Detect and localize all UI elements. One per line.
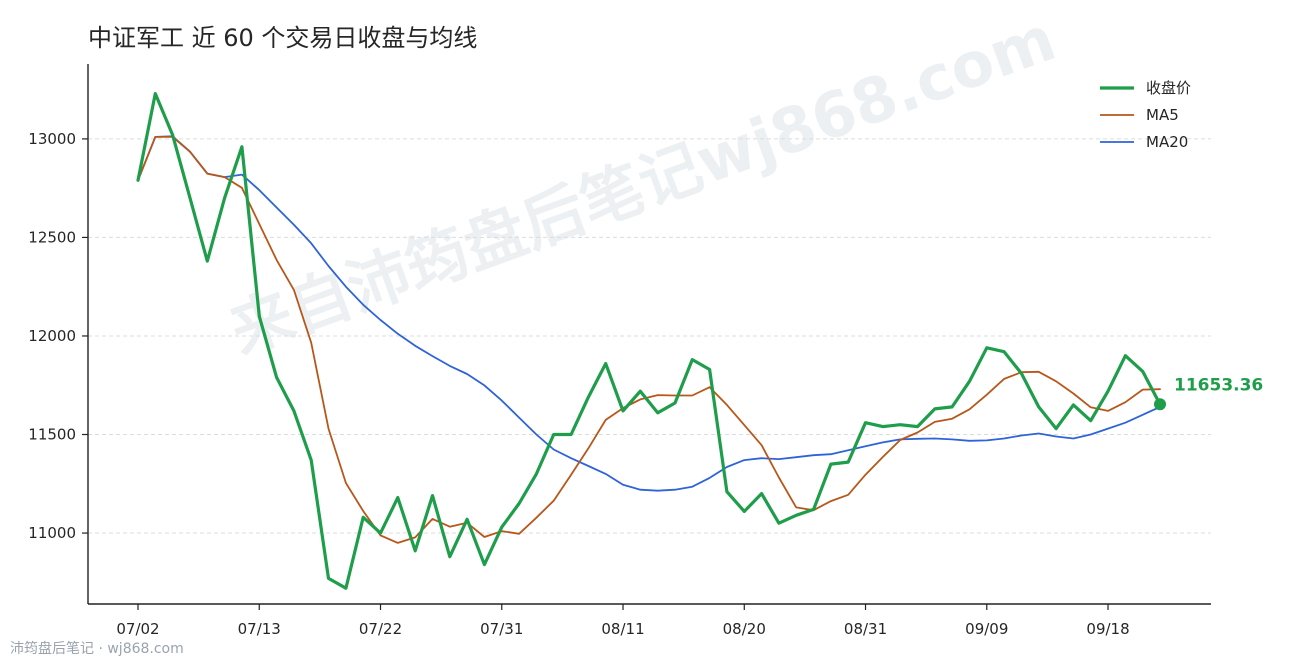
x-tick-label: 08/11	[601, 620, 644, 638]
y-tick-label: 11500	[28, 426, 76, 444]
series-line-0	[136, 91, 1162, 590]
x-tick-label: 08/20	[723, 620, 766, 638]
chart-title: 中证军工 近 60 个交易日收盘与均线	[88, 24, 478, 52]
x-tick-label: 08/31	[844, 620, 887, 638]
last-point-marker	[1154, 398, 1166, 411]
footer-watermark: 沛筠盘后笔记 · wj868.com	[10, 641, 184, 657]
y-tick-label: 11000	[28, 524, 76, 542]
axes: 11000 11500 12000 12500 13000 07/02 07/13 07/22…	[28, 64, 1211, 638]
series-line-2	[137, 135, 1161, 492]
x-tick-label: 07/31	[480, 620, 523, 638]
series-lines: 11653.36	[136, 91, 1263, 590]
grid-lines	[88, 138, 1211, 534]
watermark-text: 来自沛筠盘后笔记wj868.com	[221, 1, 1065, 368]
legend-label-1: MA5	[1146, 106, 1179, 124]
legend-label-2: MA20	[1146, 133, 1188, 151]
series-line-1	[137, 135, 1161, 544]
x-tick-label: 09/09	[965, 620, 1008, 638]
legend: 收盘价 MA5 MA20	[1100, 79, 1191, 151]
last-value-label: 11653.36	[1174, 375, 1263, 395]
y-tick-label: 12500	[28, 228, 76, 246]
x-tick-label: 07/13	[238, 620, 281, 638]
legend-label-0: 收盘价	[1146, 79, 1191, 97]
x-tick-label: 07/22	[359, 620, 402, 638]
y-tick-label: 12000	[28, 327, 76, 345]
x-tick-label: 09/18	[1086, 620, 1129, 638]
y-tick-label: 13000	[28, 130, 76, 148]
x-tick-label: 07/02	[116, 620, 159, 638]
